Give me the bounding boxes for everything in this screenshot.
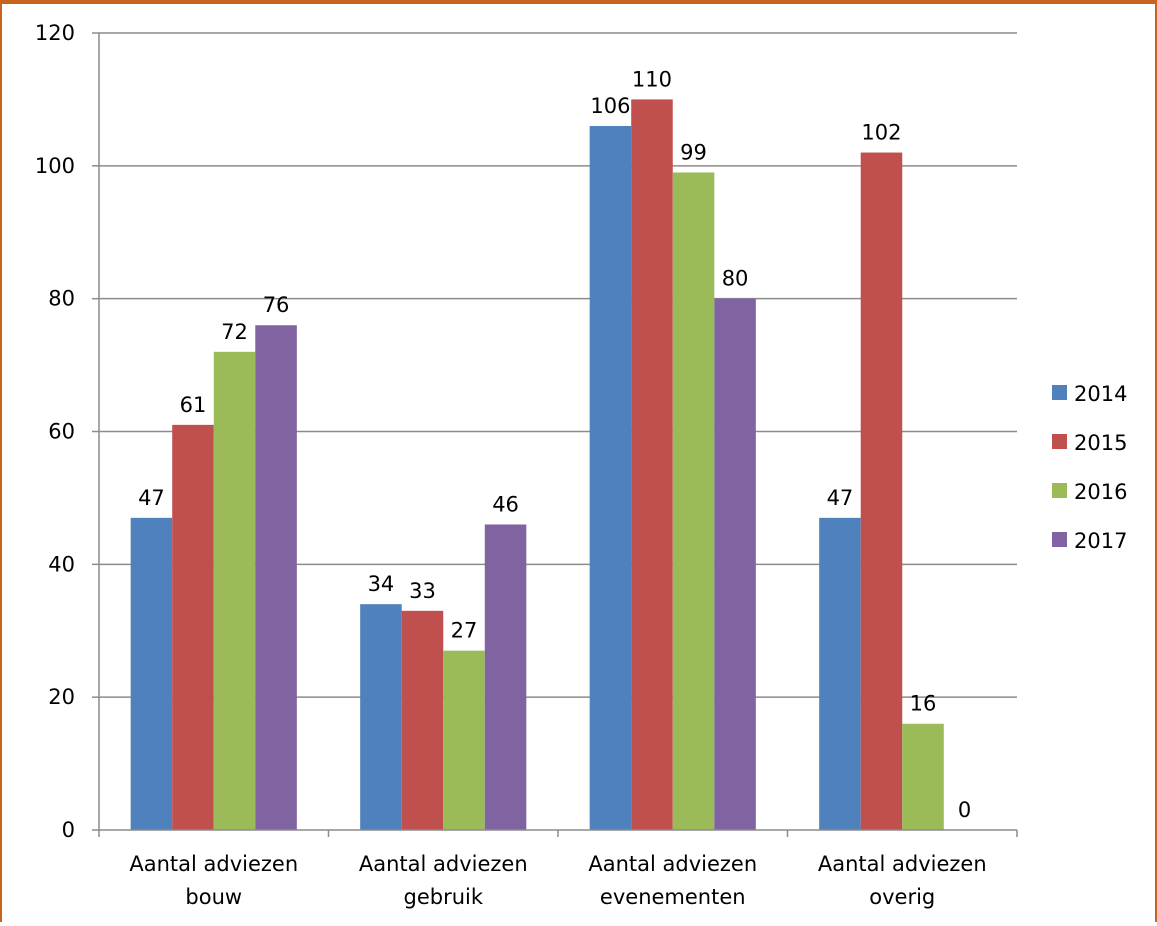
data-label: 47 — [827, 486, 854, 510]
y-tick-label: 60 — [48, 420, 75, 444]
data-label: 99 — [680, 140, 707, 164]
data-label: 0 — [958, 798, 971, 822]
legend-swatch — [1052, 532, 1067, 547]
bar-2017-1 — [255, 325, 297, 830]
bar-2016-2 — [443, 650, 485, 830]
x-category-label: Aantal adviezen — [129, 852, 298, 876]
bar-2016-1 — [213, 351, 256, 830]
data-label: 76 — [263, 293, 290, 317]
data-label: 110 — [632, 67, 672, 91]
x-category-label: Aantal adviezen — [588, 852, 757, 876]
bar-2016-3 — [672, 172, 715, 831]
legend-label: 2014 — [1074, 382, 1127, 406]
bar-2014-4 — [819, 517, 861, 830]
legend-swatch — [1052, 434, 1067, 449]
bar-2014-2 — [360, 604, 402, 830]
x-category-labels: Aantal adviezen bouw Aantal adviezen gebrui… — [129, 852, 986, 909]
bar-2014-1 — [130, 517, 173, 830]
bars — [130, 99, 944, 831]
y-tick-label: 80 — [48, 287, 75, 311]
x-category-label: Aantal adviezen — [818, 852, 987, 876]
legend-swatch — [1052, 385, 1067, 400]
legend-label: 2016 — [1074, 480, 1127, 504]
data-label: 106 — [590, 94, 630, 118]
data-label: 102 — [861, 121, 901, 145]
x-category-label: Aantal adviezen — [359, 852, 528, 876]
y-tick-label: 0 — [62, 818, 75, 842]
legend-label: 2015 — [1074, 431, 1127, 455]
legend: 2014 2015 2016 2017 — [1052, 382, 1127, 553]
bar-2014-3 — [589, 125, 632, 830]
axes — [92, 32, 1018, 837]
data-label: 16 — [910, 692, 937, 716]
legend-swatch — [1052, 483, 1067, 498]
x-category-label: overig — [869, 885, 935, 909]
y-tick-labels: 0 20 40 60 80 100 120 — [35, 21, 75, 842]
bar-2015-2 — [401, 610, 444, 830]
data-label: 34 — [368, 572, 395, 596]
y-tick-label: 120 — [35, 21, 75, 45]
data-label: 47 — [138, 486, 165, 510]
data-label: 80 — [722, 267, 749, 291]
bar-2016-4 — [902, 723, 944, 830]
bar-2017-2 — [484, 524, 527, 830]
y-tick-label: 40 — [48, 552, 75, 576]
x-category-label: gebruik — [403, 885, 483, 909]
data-label: 46 — [492, 492, 519, 516]
x-category-label: bouw — [185, 885, 242, 909]
legend-label: 2017 — [1074, 529, 1127, 553]
data-label: 33 — [409, 579, 436, 603]
data-label: 27 — [451, 619, 478, 643]
bar-2015-1 — [172, 424, 214, 830]
bar-2015-3 — [631, 99, 673, 830]
data-label: 61 — [180, 393, 207, 417]
data-label: 72 — [221, 320, 248, 344]
y-tick-label: 100 — [35, 154, 75, 178]
y-tick-label: 20 — [48, 685, 75, 709]
bar-2017-3 — [714, 298, 756, 831]
x-category-label: evenementen — [600, 885, 746, 909]
bar-2015-4 — [860, 152, 903, 831]
